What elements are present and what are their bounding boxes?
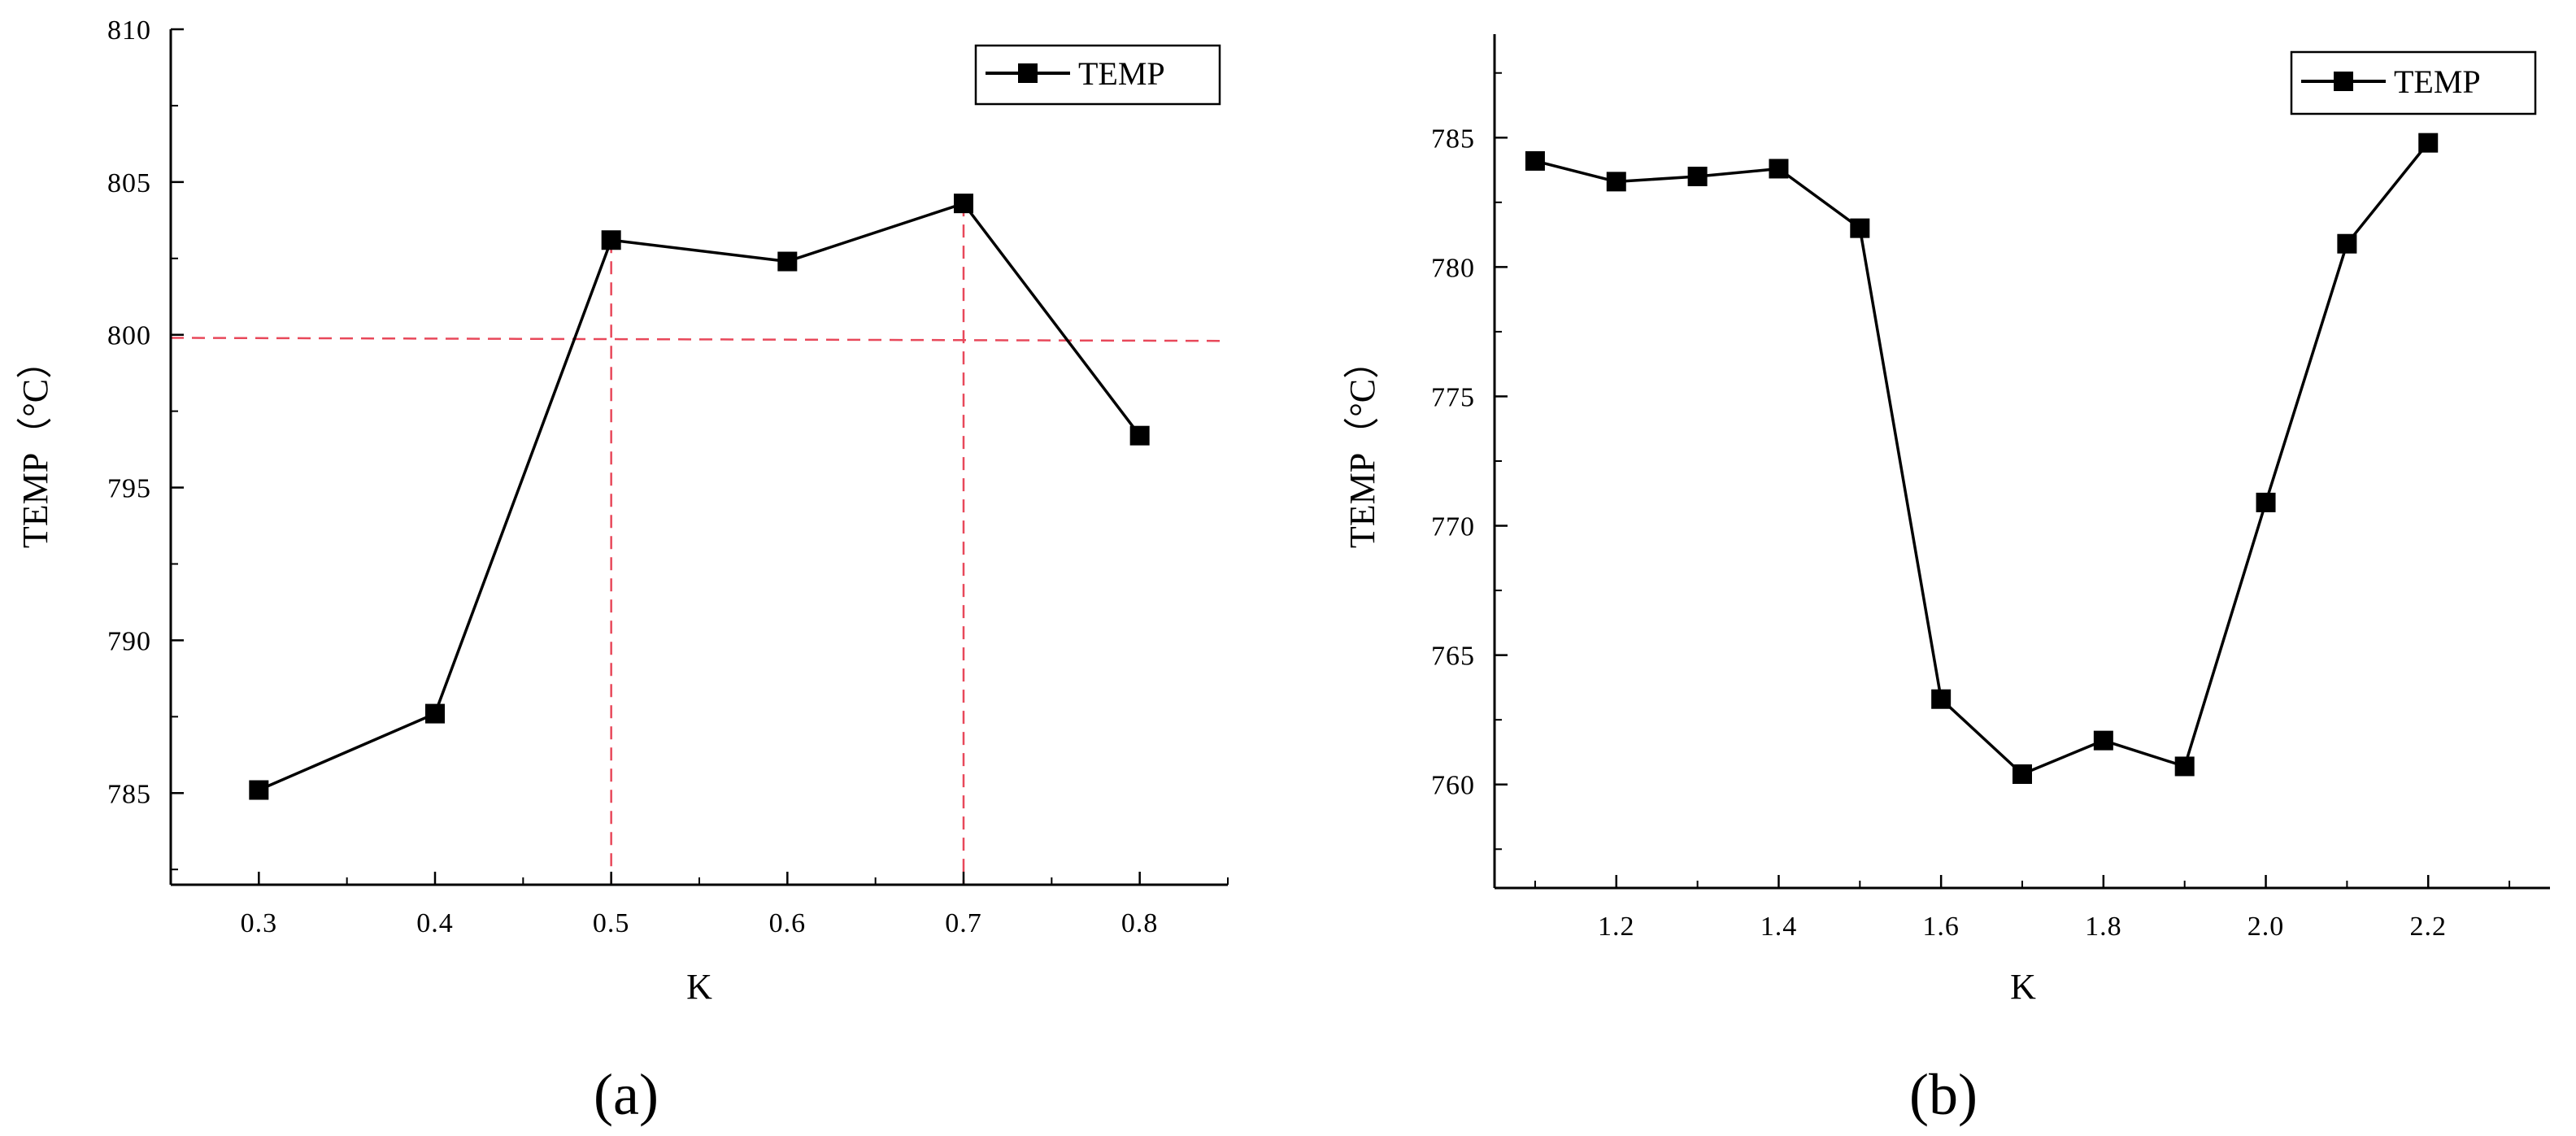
chart-b-point-4 xyxy=(1850,218,1870,238)
chart-b-point-1 xyxy=(1606,172,1626,192)
chart-b-ytick-label: 785 xyxy=(1431,124,1475,154)
chart-b-ytick-label: 760 xyxy=(1431,771,1475,801)
chart-a-ytick-label: 805 xyxy=(107,168,151,198)
chart-b-xlabel: K xyxy=(2010,967,2036,1007)
chart-a-ytick-label: 790 xyxy=(107,626,151,656)
chart-b-ytick-label: 780 xyxy=(1431,253,1475,283)
chart-b-xtick-label: 2.2 xyxy=(2409,912,2447,942)
chart-a-point-2 xyxy=(601,230,621,250)
chart-b-point-2 xyxy=(1687,167,1708,186)
chart-b-legend: TEMP xyxy=(2290,50,2537,115)
chart-b-xtick-label: 1.8 xyxy=(2085,912,2122,942)
chart-a-ytick-label: 785 xyxy=(107,779,151,809)
chart-b-xtick-label: 2.0 xyxy=(2247,912,2285,942)
chart-b: TEMP（°C） K (b) 760 765 770 775 780 785 1.2 1.4 1… xyxy=(1342,34,2550,1127)
chart-a-point-4 xyxy=(954,194,973,214)
chart-b-point-9 xyxy=(2256,492,2276,512)
chart-b-xtick-label: 1.2 xyxy=(1598,912,1635,942)
chart-a-xtick-label: 0.8 xyxy=(1121,908,1159,938)
chart-a-legend: TEMP xyxy=(974,44,1221,106)
chart-b-point-6 xyxy=(2012,764,2032,784)
chart-b-point-0 xyxy=(1525,150,1545,171)
chart-a-point-3 xyxy=(777,251,798,272)
chart-b-ytick-label: 765 xyxy=(1431,642,1475,672)
chart-a-point-1 xyxy=(425,703,445,724)
chart-a-xtick-label: 0.6 xyxy=(769,908,807,938)
chart-a-series-line xyxy=(258,202,1142,792)
chart-a-legend-marker xyxy=(1018,63,1038,83)
chart-a-legend-label: TEMP xyxy=(1078,55,1165,92)
chart-a-xtick-label: 0.4 xyxy=(416,908,454,938)
chart-a: TEMP（°C） K (a) 785 790 795 800 805 810 0.3 0.4 0… xyxy=(15,15,1229,1127)
chart-b-point-8 xyxy=(2174,756,2195,777)
chart-b-point-7 xyxy=(2093,730,2113,751)
chart-a-ytick-label: 800 xyxy=(107,321,151,351)
chart-b-ytick-label: 775 xyxy=(1431,382,1475,412)
chart-b-ylabel: TEMP（°C） xyxy=(1342,343,1382,548)
chart-b-point-11 xyxy=(2418,133,2439,153)
chart-a-xtick-label: 0.5 xyxy=(593,908,630,938)
chart-b-xtick-label: 1.4 xyxy=(1760,912,1798,942)
chart-a-point-5 xyxy=(1129,425,1150,446)
chart-b-series-line xyxy=(1534,141,2430,776)
chart-a-point-0 xyxy=(249,780,269,800)
chart-a-ylabel: TEMP（°C） xyxy=(15,343,55,548)
chart-b-legend-marker xyxy=(2334,72,2353,91)
chart-b-panel-label: (b) xyxy=(1909,1062,1978,1127)
chart-b-point-3 xyxy=(1769,159,1789,179)
chart-b-legend-label: TEMP xyxy=(2394,63,2481,100)
chart-b-ytick-label: 770 xyxy=(1431,512,1475,542)
chart-a-ytick-label: 810 xyxy=(107,15,151,46)
chart-a-xtick-label: 0.3 xyxy=(241,908,278,938)
chart-a-ytick-label: 795 xyxy=(107,474,151,504)
chart-a-xtick-label: 0.7 xyxy=(945,908,982,938)
chart-b-xtick-label: 1.6 xyxy=(1922,912,1960,942)
chart-a-xlabel: K xyxy=(686,967,712,1007)
chart-a-panel-label: (a) xyxy=(594,1062,659,1127)
chart-a-reference-hline xyxy=(170,337,1229,342)
chart-b-point-10 xyxy=(2337,233,2357,254)
chart-b-point-5 xyxy=(1931,689,1952,709)
